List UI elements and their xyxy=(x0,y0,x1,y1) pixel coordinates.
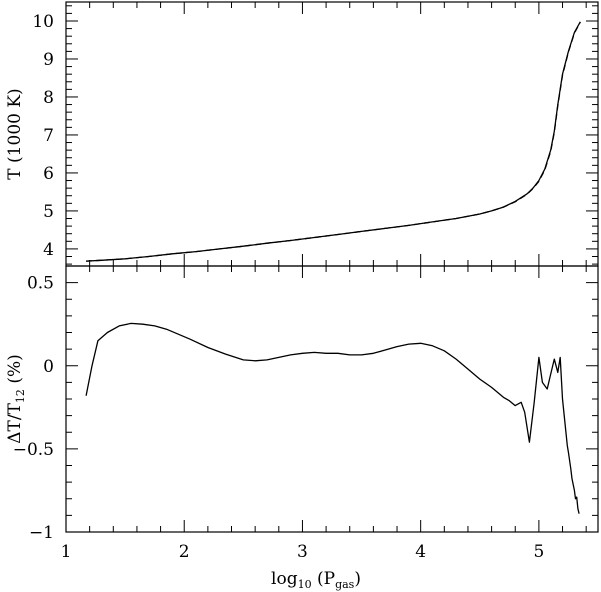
top-series-dashed-line xyxy=(86,21,581,262)
top-panel-series xyxy=(86,21,581,262)
x-tick-labels: 1 2 3 4 5 xyxy=(61,542,545,562)
bottom-y-tick-label: −0.5 xyxy=(13,440,54,460)
top-panel: 4 5 6 7 8 9 10 T (1000 K) xyxy=(5,1,599,267)
ylabel-main: ΔT/T xyxy=(5,402,25,443)
xlabel-end: ) xyxy=(354,569,361,589)
top-panel-y-axis-label: T (1000 K) xyxy=(5,88,25,179)
bottom-y-tick-label: 0.5 xyxy=(27,274,54,294)
x-tick-label: 1 xyxy=(61,542,72,562)
bottom-series-solid-line xyxy=(85,322,580,514)
top-y-tick-label: 7 xyxy=(43,126,54,146)
bottom-panel-ticks xyxy=(65,265,598,533)
x-axis-label: log10 (Pgas) xyxy=(271,569,361,591)
top-panel-y-tick-labels: 4 5 6 7 8 9 10 xyxy=(32,12,54,260)
ylabel-subscript: 12 xyxy=(14,389,27,403)
bottom-y-tick-label: −1 xyxy=(29,523,54,543)
top-y-tick-label: 10 xyxy=(32,12,54,32)
top-series-solid-line xyxy=(86,21,581,262)
top-panel-ticks xyxy=(65,2,598,266)
xlabel-subscript: 10 xyxy=(298,578,312,591)
bottom-y-tick-label: 0 xyxy=(43,357,54,377)
xlabel-main: log xyxy=(271,569,298,589)
top-y-tick-label: 6 xyxy=(43,164,54,184)
top-y-tick-label: 8 xyxy=(43,88,54,108)
bottom-panel-y-tick-labels: −1 −0.5 0 0.5 xyxy=(13,274,54,543)
x-tick-label: 4 xyxy=(415,542,426,562)
top-panel-frame xyxy=(65,1,599,267)
xlabel-subscript-2: gas xyxy=(335,578,355,591)
top-y-tick-label: 4 xyxy=(43,240,54,260)
x-tick-label: 2 xyxy=(179,542,190,562)
top-y-tick-label: 5 xyxy=(43,202,54,222)
bottom-panel-y-axis-label: ΔT/T12 (%) xyxy=(5,354,27,444)
xlabel-middle: (P xyxy=(312,569,335,589)
bottom-panel-series xyxy=(85,322,580,514)
x-tick-label: 5 xyxy=(533,542,544,562)
top-y-tick-label: 9 xyxy=(43,50,54,70)
ylabel-end: (%) xyxy=(5,354,25,389)
bottom-panel-frame xyxy=(65,265,599,533)
x-tick-label: 3 xyxy=(297,542,308,562)
